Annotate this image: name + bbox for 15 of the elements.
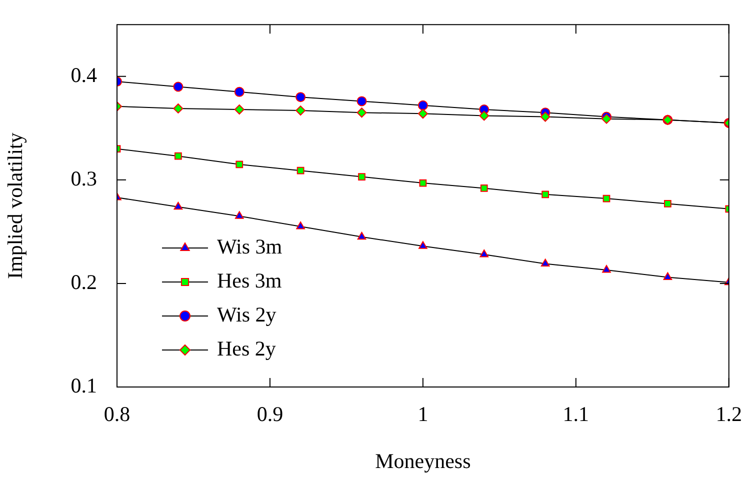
x-tick-label: 1: [418, 402, 428, 426]
y-tick-label: 0.1: [70, 374, 97, 398]
y-tick-label: 0.2: [70, 270, 97, 294]
x-tick-label: 1.1: [562, 402, 590, 426]
y-axis-title: Implied volatility: [3, 132, 28, 280]
y-tick-label: 0.4: [70, 62, 98, 87]
x-tick-label: 0.8: [104, 402, 130, 426]
x-tick-label: 0.9: [256, 402, 284, 426]
x-axis-title: Moneyness: [375, 448, 471, 473]
legend-label: Hes 3m: [217, 268, 282, 293]
legend-label: Wis 3m: [217, 234, 282, 259]
x-tick-label: 1.2: [716, 402, 742, 426]
y-tick-label: 0.3: [70, 166, 97, 190]
legend-label: Wis 2y: [217, 302, 277, 327]
legend-label: Hes 2y: [217, 336, 276, 361]
